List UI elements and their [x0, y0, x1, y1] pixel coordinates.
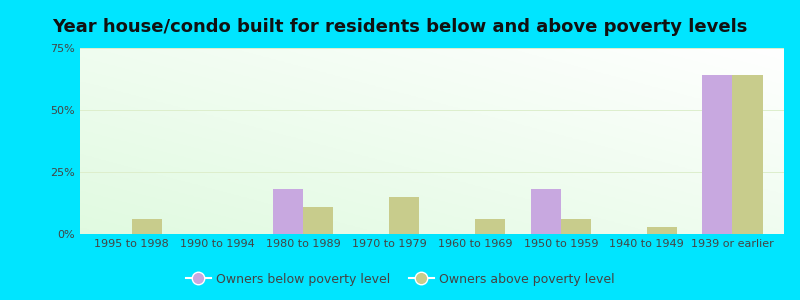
Bar	[475, 219, 505, 234]
Bar	[733, 75, 762, 234]
Bar	[646, 226, 677, 234]
Bar	[561, 219, 591, 234]
Bar	[131, 219, 162, 234]
Legend: Owners below poverty level, Owners above poverty level: Owners below poverty level, Owners above…	[181, 268, 619, 291]
Text: Year house/condo built for residents below and above poverty levels: Year house/condo built for residents bel…	[52, 18, 748, 36]
Bar	[530, 189, 561, 234]
Bar	[389, 197, 419, 234]
Bar	[273, 189, 303, 234]
Bar	[303, 207, 334, 234]
Bar	[702, 75, 733, 234]
